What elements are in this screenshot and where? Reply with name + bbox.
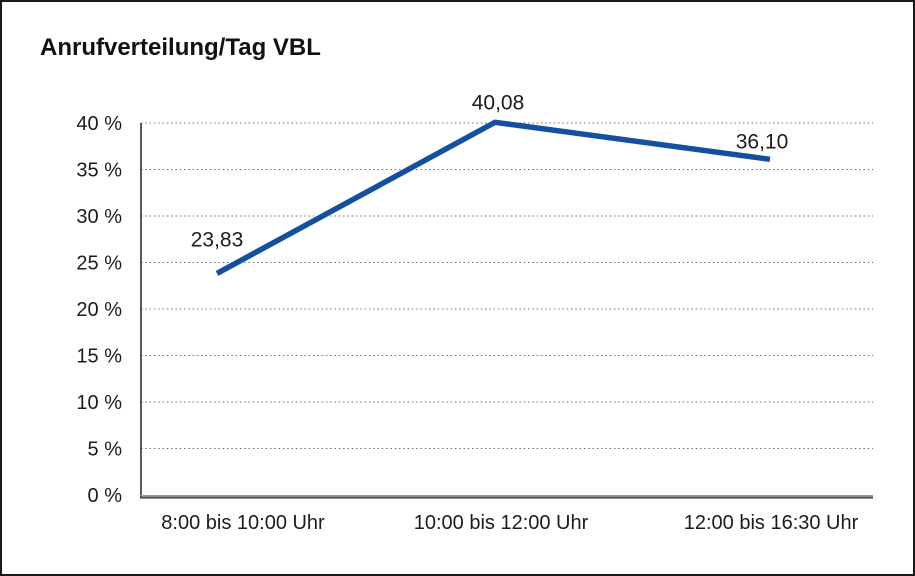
y-tick-label: 5 % bbox=[88, 439, 123, 461]
y-tick-label: 20 % bbox=[76, 299, 122, 321]
data-point-label: 40,08 bbox=[472, 91, 525, 114]
x-axis-label: 8:00 bis 10:00 Uhr bbox=[161, 512, 325, 534]
y-tick-label: 30 % bbox=[76, 206, 122, 228]
data-labels-group: 23,83 40,08 36,10 bbox=[191, 91, 789, 251]
y-tick-label: 15 % bbox=[76, 346, 122, 368]
y-tick-label: 35 % bbox=[76, 160, 122, 182]
x-axis-label: 10:00 bis 12:00 Uhr bbox=[414, 512, 589, 534]
y-tick-label: 25 % bbox=[76, 253, 122, 275]
data-point-label: 36,10 bbox=[736, 130, 789, 153]
data-series-line bbox=[215, 119, 771, 276]
y-tick-label: 0 % bbox=[88, 485, 123, 507]
gridlines-group bbox=[141, 122, 873, 449]
chart-title: Anrufverteilung/Tag VBL bbox=[40, 34, 321, 61]
axis-labels-group: 0 % 5 % 10 % 15 % 20 % 25 % 30 % 35 % 40 % 8:00 b… bbox=[76, 113, 858, 534]
x-axis-label: 12:00 bis 16:30 Uhr bbox=[684, 512, 859, 534]
axes-group bbox=[140, 123, 873, 499]
data-point-label: 23,83 bbox=[191, 228, 244, 251]
y-tick-label: 10 % bbox=[76, 392, 122, 414]
y-tick-label: 40 % bbox=[76, 113, 122, 135]
data-series-group bbox=[215, 119, 771, 276]
